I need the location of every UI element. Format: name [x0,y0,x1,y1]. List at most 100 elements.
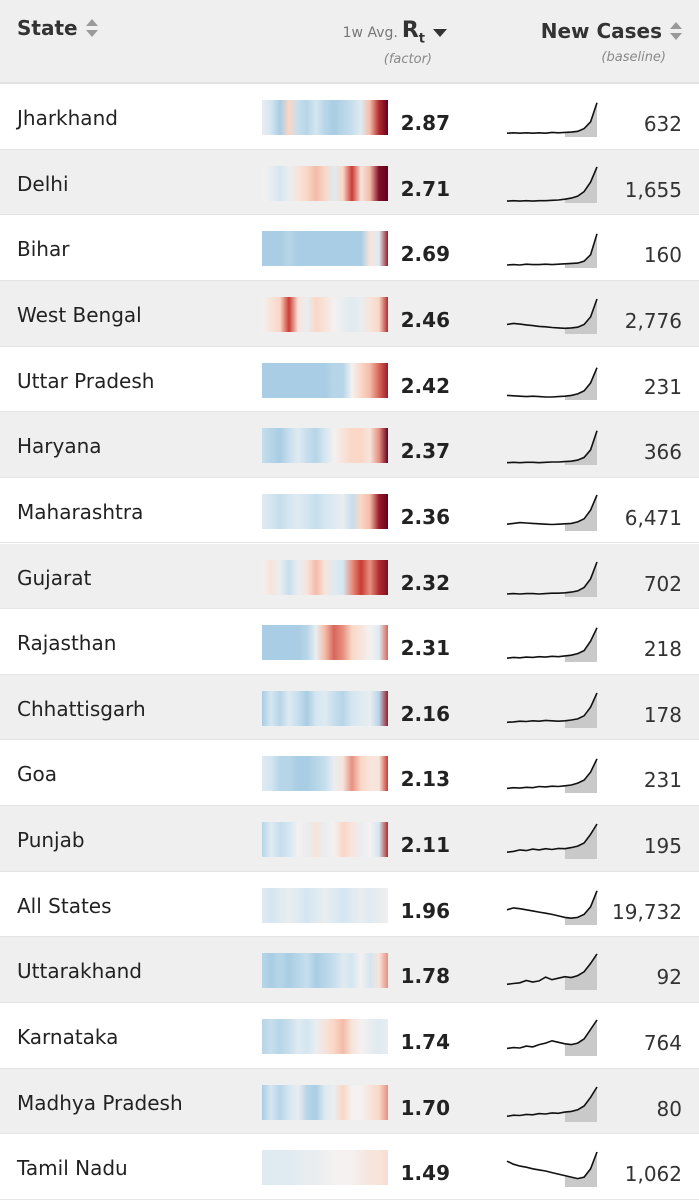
rt-history-strip [262,362,388,398]
table-row[interactable]: West Bengal 2.46 2,776 [0,280,699,347]
new-cases-value: 1,062 [624,1162,682,1187]
table-row[interactable]: Tamil Nadu 1.49 1,062 [0,1134,699,1200]
rt-header-prefix: 1w Avg. [342,25,398,41]
state-name: Delhi [17,171,69,196]
rt-value: 1.96 [400,898,450,923]
sparkline-area [564,367,597,400]
table-row[interactable]: Rajasthan 2.31 218 [0,609,699,675]
rt-history-strip [262,1084,388,1120]
rt-history-strip [262,887,388,923]
sort-down-icon[interactable] [433,28,447,37]
cases-sparkline [506,102,598,137]
new-cases-value: 1,655 [624,177,682,202]
state-column-header[interactable]: State [17,16,98,40]
new-cases-value: 231 [643,374,682,399]
rt-value: 1.74 [400,1030,450,1055]
cases-sparkline [506,1086,598,1122]
rt-history-strip [262,231,388,267]
sparkline-area [564,1152,597,1188]
cases-sparkline [506,233,598,269]
state-name: Goa [17,762,57,787]
cases-sparkline [506,366,598,400]
sparkline-area [564,954,597,991]
state-name: Tamil Nadu [17,1156,128,1181]
rt-value: 2.71 [400,176,450,201]
new-cases-value: 702 [643,571,682,596]
new-cases-value: 231 [643,768,682,793]
sparkline-area [564,890,597,925]
new-cases-value: 764 [643,1031,682,1056]
rt-value: 2.31 [400,636,450,661]
sparkline-line [506,102,598,135]
sparkline-area [564,824,597,860]
rt-history-strip [262,1150,388,1186]
table-row[interactable]: All States 1.96 19,732 [0,872,699,938]
state-name: Jharkhand [17,106,118,130]
table-row[interactable]: Karnataka 1.74 764 [0,1003,699,1069]
cases-sparkline [506,494,598,531]
state-name: Madhya Pradesh [17,1090,183,1115]
state-name: Uttar Pradesh [17,368,155,393]
new-cases-value: 218 [643,637,682,662]
table-row[interactable]: Maharashtra 2.36 6,471 [0,478,699,544]
table-row[interactable]: Chhattisgarh 2.16 178 [0,674,699,741]
table-row[interactable]: Goa 2.13 231 [0,740,699,807]
sparkline-line [506,298,598,330]
table-row[interactable]: Bihar 2.69 160 [0,215,699,281]
cases-sparkline [506,561,598,597]
rt-history-strip [262,493,388,529]
cases-sparkline [506,627,598,663]
sparkline-area [564,561,597,597]
sort-both-icon[interactable] [85,18,98,37]
rt-value: 1.78 [400,964,450,989]
rt-value: 2.11 [400,833,450,858]
rt-history-strip [262,756,388,792]
sparkline-area [564,234,597,269]
new-cases-value: 6,471 [624,505,682,530]
rt-header-label: Rt [401,18,425,46]
table-row[interactable]: Delhi 2.71 1,655 [0,149,699,216]
sparkline-area [564,1019,597,1057]
sparkline-line [506,953,598,986]
rt-value: 2.16 [400,701,450,726]
new-cases-value: 366 [643,440,682,465]
rt-history-strip [262,296,388,332]
state-name: Bihar [17,237,70,262]
sparkline-line [506,890,598,919]
sparkline-line [506,166,598,202]
rt-history-strip [262,559,388,595]
table-row[interactable]: Punjab 2.11 195 [0,806,699,872]
table-row[interactable]: Uttarakhand 1.78 92 [0,937,699,1003]
sparkline-area [564,692,597,728]
rt-value: 2.42 [400,373,450,398]
sparkline-line [506,627,598,660]
state-name: Chhattisgarh [17,696,146,721]
cases-sparkline [506,953,598,991]
new-cases-value: 80 [656,1096,682,1121]
rt-history-strip [262,690,388,726]
table-row[interactable]: Haryana 2.37 366 [0,412,699,478]
state-name: Maharashtra [17,499,144,524]
table-row[interactable]: Madhya Pradesh 1.70 80 [0,1068,699,1135]
rt-history-strip [262,428,388,464]
sparkline-area [564,627,597,663]
rt-value: 2.87 [400,111,450,135]
rt-value: 1.70 [400,1095,450,1120]
rt-value: 1.49 [400,1161,450,1186]
cases-sparkline [506,166,598,203]
table-row[interactable]: Uttar Pradesh 2.42 231 [0,347,699,413]
sort-both-icon[interactable] [670,21,682,40]
rt-column-header[interactable]: 1w Avg. Rt [343,18,447,46]
cases-column-header[interactable]: New Cases [541,19,682,43]
table-row[interactable]: Gujarat 2.32 702 [0,543,699,610]
rt-value: 2.13 [400,767,450,792]
rt-header-main: R [401,18,419,43]
cases-sparkline [506,1019,598,1057]
sparkline-area [564,759,597,794]
cases-sparkline [506,890,598,925]
new-cases-value: 178 [643,702,682,727]
rt-history-strip [262,100,388,135]
table-row[interactable]: Jharkhand 2.87 632 [0,84,699,150]
state-header-label: State [17,16,78,40]
sparkline-line [506,561,598,595]
